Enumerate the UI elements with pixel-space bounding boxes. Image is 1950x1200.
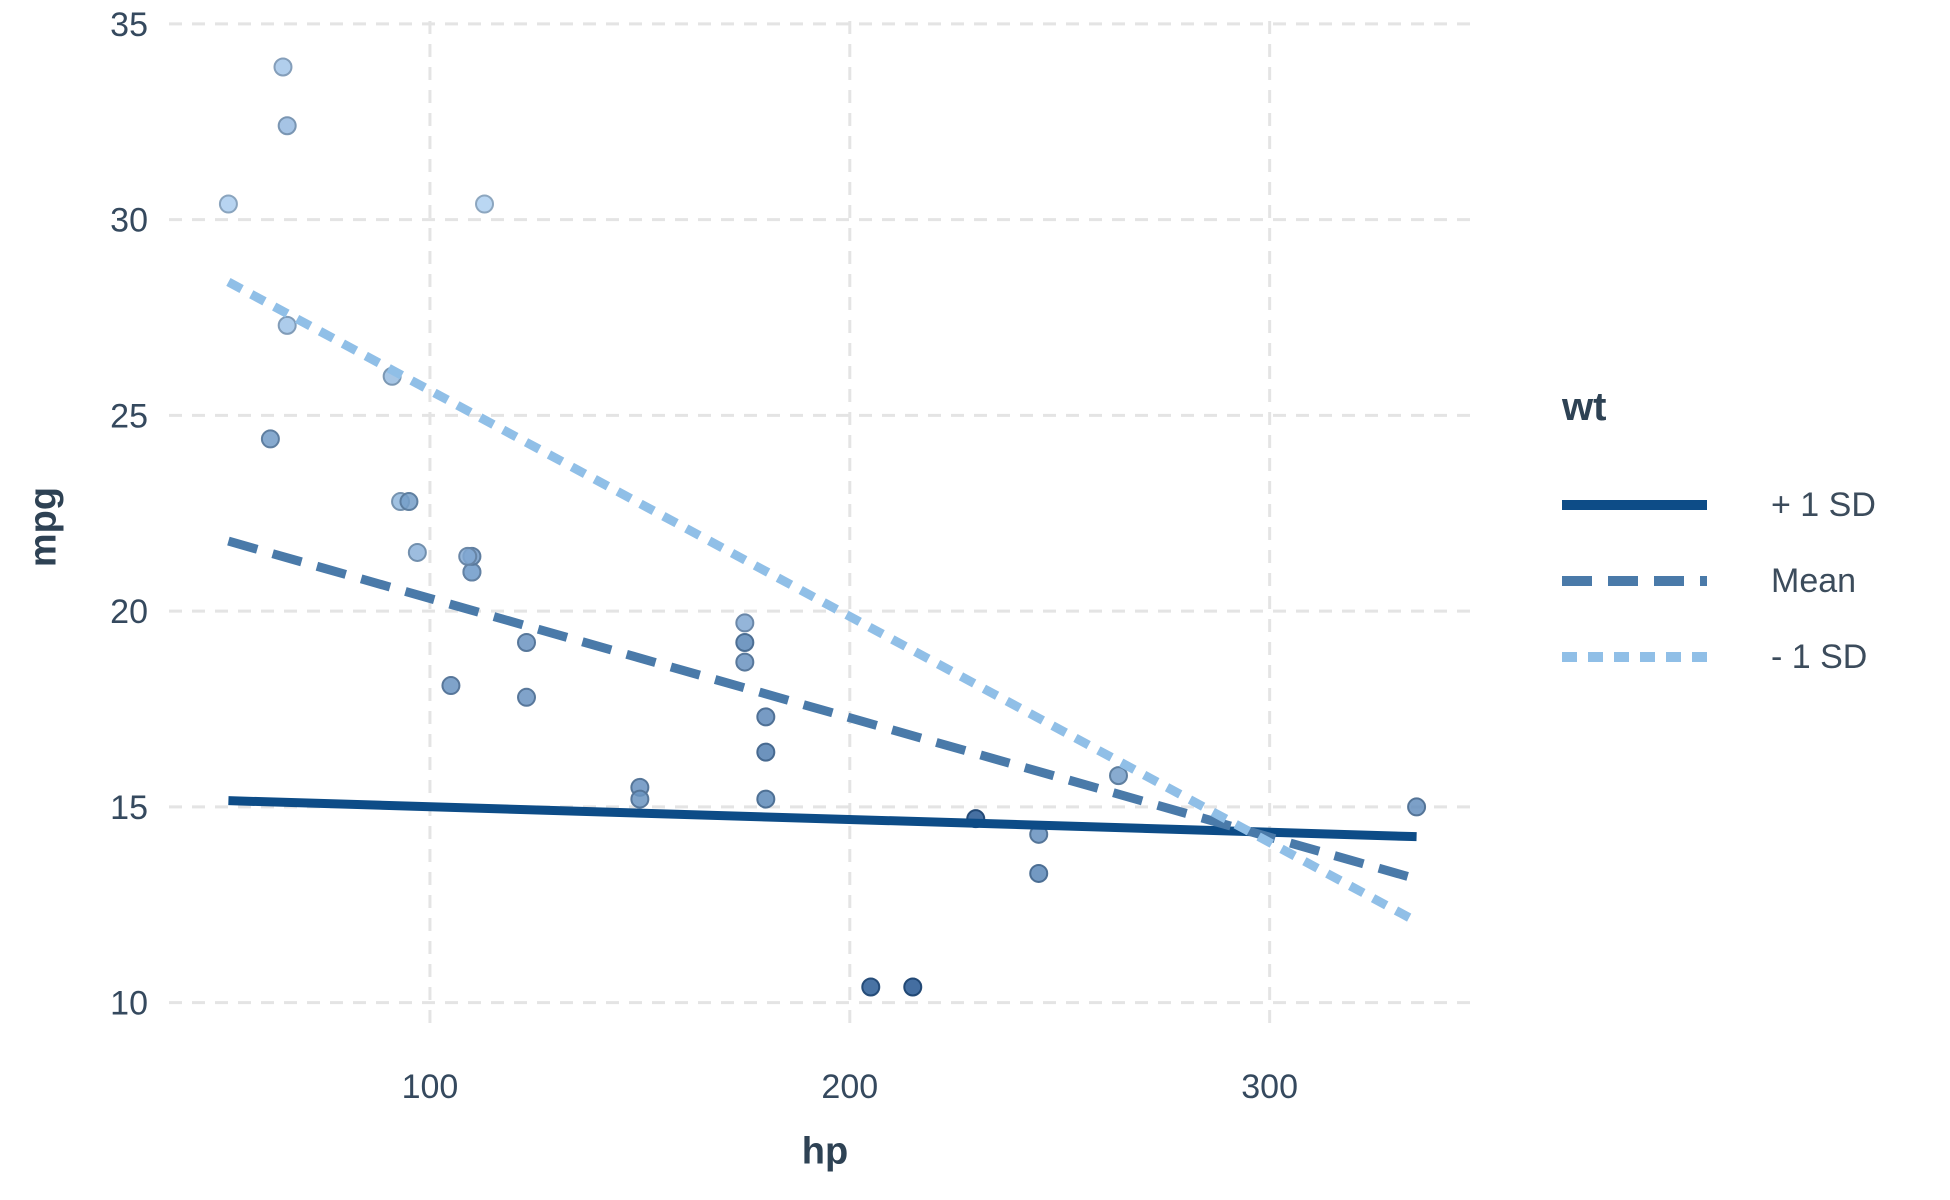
legend: wt + 1 SD Mean - 1 SD <box>1562 382 1922 695</box>
data-point <box>458 546 478 566</box>
data-point <box>517 687 537 707</box>
x-tick-label-300: 300 <box>1241 1068 1298 1106</box>
y-tick-label-30: 30 <box>110 202 148 240</box>
data-point <box>517 632 537 652</box>
data-point <box>756 707 776 727</box>
y-axis-title: mpg <box>22 486 65 568</box>
fit-line-mean <box>227 536 1418 884</box>
legend-item-0: + 1 SD <box>1562 467 1922 543</box>
legend-key-line-icon <box>1562 652 1707 662</box>
legend-key-line-icon <box>1562 576 1707 586</box>
data-point <box>903 977 923 997</box>
x-axis-title: hp <box>801 1130 849 1173</box>
data-point <box>1108 766 1128 786</box>
legend-label: + 1 SD <box>1771 485 1876 524</box>
data-point <box>260 429 280 449</box>
data-point <box>1029 863 1049 883</box>
data-point <box>218 194 238 214</box>
data-point <box>735 613 755 633</box>
data-point <box>735 652 755 672</box>
legend-item-1: Mean <box>1562 543 1922 619</box>
y-tick-label-20: 20 <box>110 593 148 631</box>
legend-label: Mean <box>1771 561 1857 600</box>
data-point <box>756 789 776 809</box>
fit-line-+1sd <box>228 796 1417 842</box>
data-point <box>462 562 482 582</box>
x-tick-label-100: 100 <box>402 1068 459 1106</box>
y-tick-label-35: 35 <box>110 6 148 44</box>
data-point <box>399 492 419 512</box>
y-tick-label-10: 10 <box>110 985 148 1023</box>
data-point <box>277 116 297 136</box>
y-tick-label-25: 25 <box>110 397 148 435</box>
y-tick-label-15: 15 <box>110 789 148 827</box>
data-point <box>407 542 427 562</box>
legend-items: + 1 SD Mean - 1 SD <box>1562 467 1922 695</box>
legend-item-2: - 1 SD <box>1562 619 1922 695</box>
legend-label: - 1 SD <box>1771 637 1868 676</box>
data-point <box>735 632 755 652</box>
data-point <box>277 315 297 335</box>
data-point <box>1407 797 1427 817</box>
fit-line--1sd <box>226 277 1419 926</box>
legend-title: wt <box>1562 385 1607 429</box>
data-point <box>441 676 461 696</box>
data-point <box>756 742 776 762</box>
x-tick-label-200: 200 <box>821 1068 878 1106</box>
data-point <box>273 57 293 77</box>
data-point <box>861 977 881 997</box>
legend-key-line-icon <box>1562 500 1707 510</box>
data-point <box>630 789 650 809</box>
data-point <box>475 194 495 214</box>
